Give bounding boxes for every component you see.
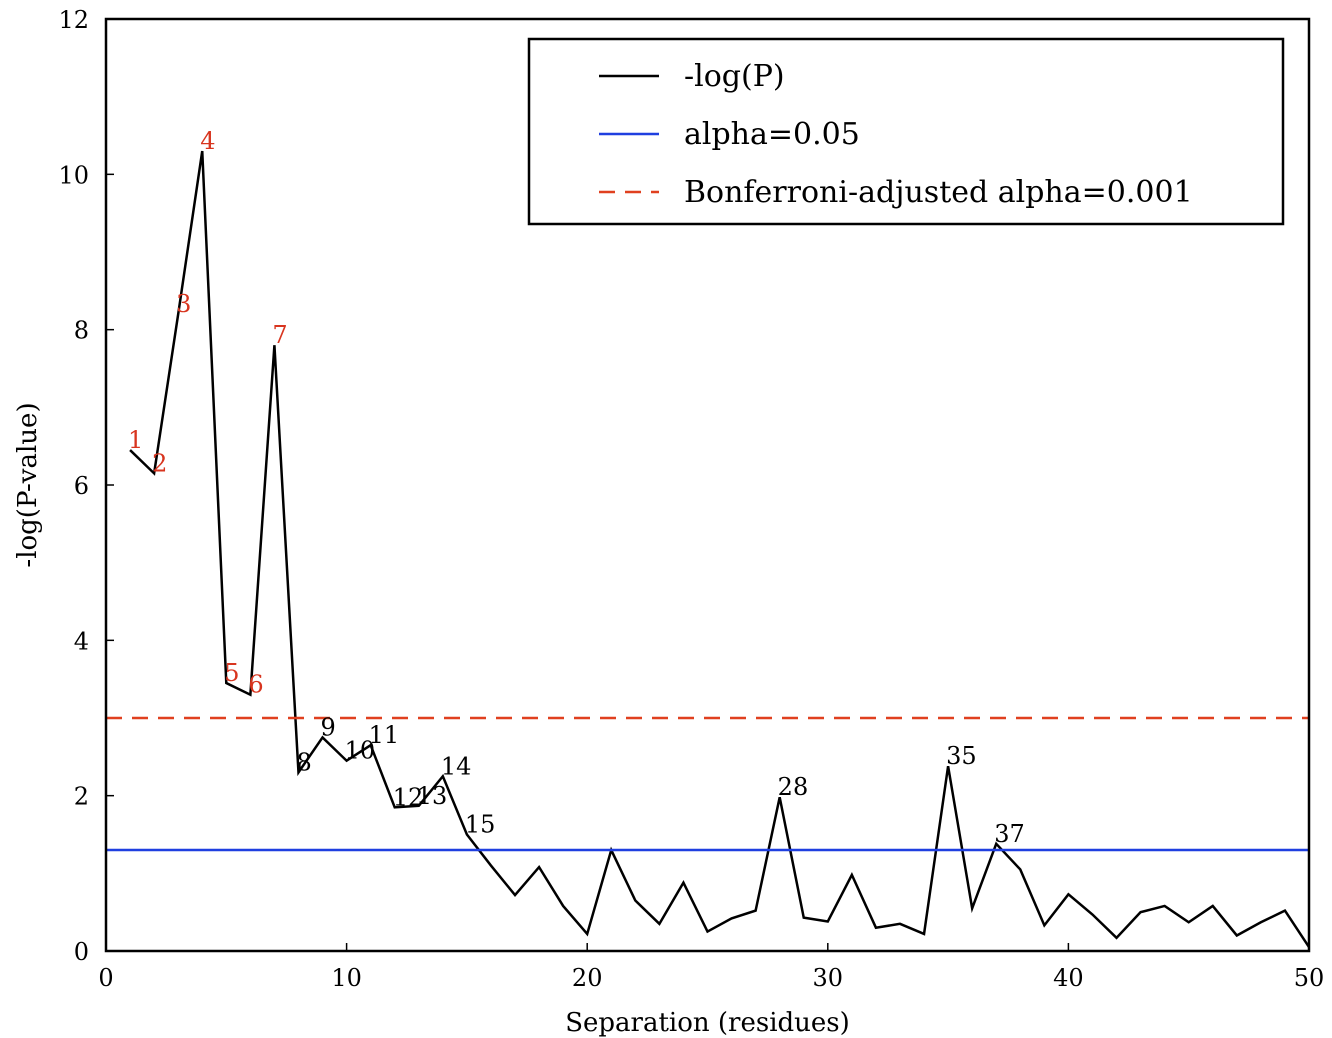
y-tick-label: 6 bbox=[74, 472, 89, 500]
legend-label: Bonferroni-adjusted alpha=0.001 bbox=[684, 175, 1193, 210]
x-axis-title: Separation (residues) bbox=[565, 1008, 850, 1038]
x-tick-label: 30 bbox=[813, 964, 844, 992]
line-series-0 bbox=[129, 150, 1311, 948]
x-tick-label: 40 bbox=[1053, 964, 1084, 992]
point-label: 5 bbox=[224, 659, 239, 687]
legend: -log(P) alpha=0.05 Bonferroni-adjusted alp… bbox=[527, 37, 1285, 226]
point-label: 6 bbox=[248, 671, 263, 699]
legend-label: -log(P) bbox=[684, 59, 785, 94]
point-label: 3 bbox=[176, 290, 191, 318]
point-label: 37 bbox=[994, 820, 1025, 848]
point-label: 4 bbox=[200, 127, 215, 155]
x-tick-label: 20 bbox=[572, 964, 603, 992]
x-tick-label: 10 bbox=[331, 964, 362, 992]
y-tick-label: 2 bbox=[74, 783, 89, 811]
y-tick-label: 0 bbox=[74, 938, 89, 966]
y-tick-label: 4 bbox=[74, 627, 89, 655]
y-tick-label: 8 bbox=[74, 317, 89, 345]
point-label: 35 bbox=[946, 742, 977, 770]
point-label: 8 bbox=[296, 748, 311, 776]
point-label: 11 bbox=[369, 721, 400, 749]
plot-area bbox=[106, 150, 1311, 948]
point-label: 10 bbox=[345, 737, 376, 765]
x-tick-label: 50 bbox=[1294, 964, 1325, 992]
point-label: 28 bbox=[778, 773, 809, 801]
point-label: 2 bbox=[152, 449, 167, 477]
y-tick-label: 12 bbox=[58, 6, 89, 34]
legend-label: alpha=0.05 bbox=[684, 117, 860, 152]
point-label: 9 bbox=[321, 713, 336, 741]
plot-frame bbox=[104, 17, 1311, 953]
point-label: 7 bbox=[272, 321, 287, 349]
point-label: 15 bbox=[465, 811, 496, 839]
y-tick-label: 10 bbox=[58, 161, 89, 189]
point-label: 1 bbox=[128, 426, 143, 454]
point-label: 13 bbox=[417, 782, 448, 810]
x-tick-label: 0 bbox=[98, 964, 113, 992]
point-label: 14 bbox=[441, 752, 472, 780]
point-label: 12 bbox=[393, 783, 424, 811]
y-axis-title: -log(P-value) bbox=[13, 402, 43, 567]
